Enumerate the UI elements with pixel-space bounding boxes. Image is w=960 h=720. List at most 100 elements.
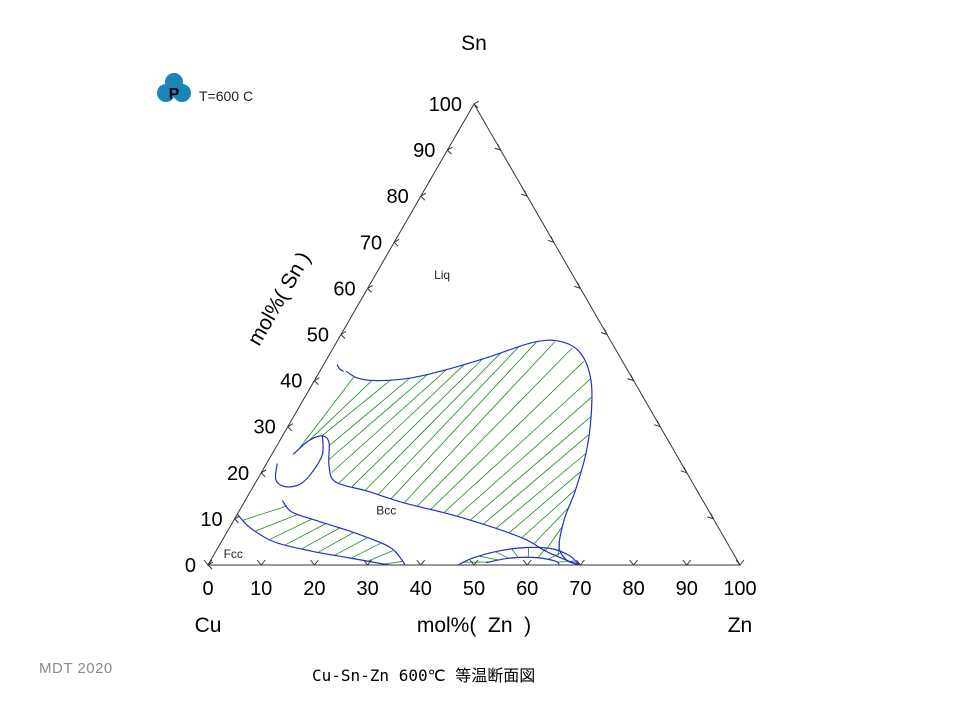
tick-right-60 xyxy=(574,285,581,289)
tick-left-0 xyxy=(207,561,214,566)
tick-label-bottom-60: 60 xyxy=(516,578,538,600)
fcc-bcc-tie-lines-3 xyxy=(285,523,326,546)
axis-title-bottom: mol%( Zn ) xyxy=(417,614,531,637)
tick-right-30 xyxy=(654,424,661,428)
liq-bcc-tie-lines-17 xyxy=(482,434,589,525)
zn-pocket-tie-lines-6 xyxy=(547,552,562,561)
tick-label-left-0: 0 xyxy=(185,555,196,577)
tick-left-b-70 xyxy=(393,241,399,247)
tick-bottom-10 xyxy=(256,559,262,566)
tick-right-10 xyxy=(707,516,714,520)
tick-bottom-b-30 xyxy=(367,559,372,566)
fcc-bcc-tie-lines-0 xyxy=(242,505,288,521)
liq-bcc-tie-lines-3 xyxy=(328,377,411,447)
fcc-bcc-tie-lines-1 xyxy=(255,513,299,532)
tick-label-bottom-90: 90 xyxy=(676,578,698,600)
tick-label-bottom-0: 0 xyxy=(202,578,213,600)
cu-sn-compound-boundary xyxy=(336,364,344,372)
liq-bcc-tie-lines-22 xyxy=(545,524,564,552)
tick-label-left-90: 90 xyxy=(413,140,435,162)
tick-left-10 xyxy=(234,515,240,520)
fcc-bcc-tie-lines-7 xyxy=(350,542,381,559)
tick-bottom-40 xyxy=(416,559,422,566)
tick-left-b-0 xyxy=(207,564,213,570)
tick-right-50 xyxy=(600,332,608,335)
liq-bcc-tie-lines-19 xyxy=(508,471,581,534)
tick-bottom-b-20 xyxy=(314,559,319,566)
tick-left-b-10 xyxy=(234,518,239,524)
region-label-liq: Liq xyxy=(434,268,450,282)
tick-marks: 00 10 10 20 20 30 30 40 40 50 50 60 60 70 70 80 80 90 90 10… xyxy=(185,94,757,600)
logo-letter: P xyxy=(169,86,180,103)
liq-bcc-tie-lines-16 xyxy=(469,416,592,521)
tick-label-left-10: 10 xyxy=(200,509,222,531)
tick-right-b-70 xyxy=(550,236,555,243)
gamma-pocket-boundary xyxy=(274,435,324,488)
logo-circle-left xyxy=(157,84,175,102)
tick-label-bottom-20: 20 xyxy=(303,578,325,600)
tick-bottom-0 xyxy=(203,559,209,566)
liq-bcc-tie-lines-18 xyxy=(495,453,587,529)
tick-bottom-90 xyxy=(682,559,688,566)
liq-bcc-tie-lines-6 xyxy=(338,364,465,484)
tick-bottom-b-90 xyxy=(686,559,692,566)
tick-left-100 xyxy=(473,100,480,105)
tick-right-90 xyxy=(494,147,501,151)
figure-caption: Cu-Sn-Zn 600℃ 等温断面図 xyxy=(312,666,536,685)
zn-rich-pocket xyxy=(457,546,581,566)
tick-left-20 xyxy=(260,469,267,474)
tick-right-b-30 xyxy=(656,420,661,427)
liq-bcc-tie-lines-9 xyxy=(377,347,519,495)
liq-bcc-tie-lines-21 xyxy=(533,506,570,545)
liquid-boundary xyxy=(345,339,593,566)
fcc-bcc-tie-lines-5 xyxy=(318,532,354,553)
temperature-annotation: T=600 C xyxy=(199,88,253,104)
tick-label-left-80: 80 xyxy=(387,186,409,208)
logo-circle-right xyxy=(173,84,191,102)
tick-label-left-20: 20 xyxy=(227,463,249,485)
tick-label-bottom-70: 70 xyxy=(569,578,591,600)
bcc-liquid-boundary xyxy=(292,435,581,566)
tick-bottom-60 xyxy=(522,559,528,566)
tick-left-40 xyxy=(314,377,320,382)
corner-label-sn: Sn xyxy=(461,32,487,55)
tick-label-bottom-100: 100 xyxy=(723,578,756,600)
tick-left-30 xyxy=(287,423,294,428)
tick-left-b-30 xyxy=(287,426,293,432)
tick-right-20 xyxy=(680,470,687,474)
tick-bottom-b-70 xyxy=(580,559,585,566)
tick-right-70 xyxy=(547,239,554,243)
tick-left-80 xyxy=(420,192,427,197)
fcc-bcc-tie-lines-6 xyxy=(334,537,368,556)
zn-pocket-tie-lines-3 xyxy=(511,549,519,559)
zn-pocket-tie-lines-1 xyxy=(479,555,500,561)
triangle-outline xyxy=(207,102,741,566)
tick-bottom-b-40 xyxy=(420,559,426,566)
tick-left-90 xyxy=(447,146,453,151)
tick-left-60 xyxy=(367,284,373,289)
tick-label-left-40: 40 xyxy=(280,371,302,393)
fcc-bcc-tie-lines-4 xyxy=(301,527,340,550)
tick-bottom-b-100 xyxy=(739,559,745,566)
tick-bottom-b-80 xyxy=(633,559,638,566)
footer-credit: MDT 2020 xyxy=(39,660,113,677)
tick-left-b-90 xyxy=(447,149,452,155)
fcc-bcc-tie-lines-9 xyxy=(383,560,403,565)
liq-bcc-tie-lines-20 xyxy=(521,489,576,539)
liq-bcc-tie-lines-4 xyxy=(328,373,429,460)
tick-right-b-80 xyxy=(523,189,528,197)
tick-label-bottom-40: 40 xyxy=(410,578,432,600)
region-label-bcc: Bcc xyxy=(376,503,396,517)
tick-bottom-100 xyxy=(735,559,741,566)
tick-left-b-100 xyxy=(473,103,479,109)
zn-rich-inner xyxy=(485,556,560,566)
tick-bottom-b-60 xyxy=(526,559,532,566)
liq-bcc-tie-lines-14 xyxy=(443,378,591,513)
tick-label-left-70: 70 xyxy=(360,232,382,254)
liq-bcc-tie-lines-2 xyxy=(321,379,392,437)
tick-label-bottom-80: 80 xyxy=(622,578,644,600)
bcc-fcc-boundary-lower xyxy=(236,513,390,566)
liq-bcc-tie-lines-8 xyxy=(364,352,501,491)
tick-right-80 xyxy=(521,193,528,197)
tick-bottom-80 xyxy=(629,559,634,566)
